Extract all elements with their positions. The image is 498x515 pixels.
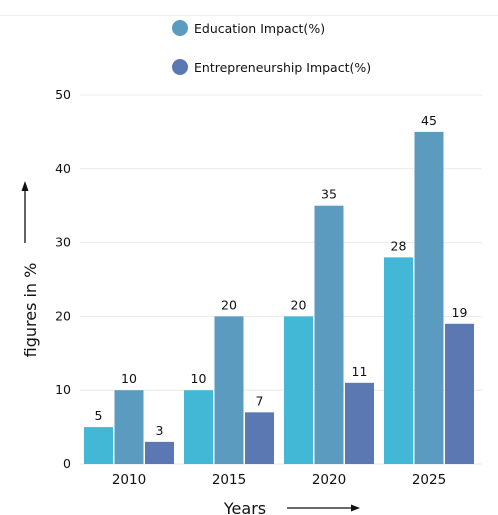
bar-2015-series-2 <box>214 316 244 464</box>
y-tick-label-40: 40 <box>55 161 71 176</box>
x-tick-label-2010: 2010 <box>112 472 146 488</box>
bar-2015-series-1 <box>184 390 213 464</box>
x-tick-label-2025: 2025 <box>412 472 446 488</box>
data-label-2025-series-2: 45 <box>421 113 437 128</box>
bar-2020-series-2 <box>314 205 344 464</box>
bar-2010-series-2 <box>114 390 144 464</box>
y-tick-label-0: 0 <box>63 456 71 471</box>
data-label-2020-series-3: 11 <box>352 364 368 379</box>
data-label-2010-series-3: 3 <box>156 423 164 438</box>
legend-item-entrepreneurship: Entrepreneurship Impact(%) <box>172 59 371 75</box>
top-divider <box>0 15 498 16</box>
data-label-2025-series-1: 28 <box>391 238 407 253</box>
data-label-2015-series-2: 20 <box>221 297 237 312</box>
legend-label-entrepreneurship: Entrepreneurship Impact(%) <box>194 59 372 75</box>
legend-item-education: Education Impact(%) <box>172 20 325 36</box>
data-label-2010-series-2: 10 <box>121 371 137 386</box>
legend-marker-entrepreneurship <box>172 59 188 75</box>
data-label-2020-series-2: 35 <box>321 187 337 202</box>
y-tick-label-10: 10 <box>55 382 71 397</box>
x-axis-arrow-head <box>351 504 360 512</box>
legend-marker-education <box>172 20 188 36</box>
y-tick-label-30: 30 <box>55 235 71 250</box>
y-tick-label-20: 20 <box>55 308 71 323</box>
bar-2010-series-1 <box>84 427 113 464</box>
data-label-2010-series-1: 5 <box>95 408 103 423</box>
y-axis-title: figures in % <box>21 263 40 358</box>
bar-2010-series-3 <box>145 441 174 464</box>
x-tick-label-2015: 2015 <box>212 472 246 488</box>
bar-2020-series-3 <box>345 382 374 464</box>
bar-2025-series-2 <box>414 131 444 464</box>
data-label-2025-series-3: 19 <box>452 305 468 320</box>
legend-label-education: Education Impact(%) <box>194 20 326 36</box>
y-axis-arrow-head <box>21 181 29 191</box>
data-label-2015-series-3: 7 <box>256 393 264 408</box>
bar-2020-series-1 <box>284 316 313 464</box>
bar-2015-series-3 <box>245 412 274 464</box>
data-label-2015-series-1: 10 <box>191 371 207 386</box>
bar-2025-series-3 <box>445 323 474 464</box>
data-label-2020-series-1: 20 <box>291 297 307 312</box>
y-tick-label-50: 50 <box>55 87 71 102</box>
x-tick-label-2020: 2020 <box>312 472 346 488</box>
bar-2025-series-1 <box>384 257 413 464</box>
x-axis-title: Years <box>223 499 266 515</box>
